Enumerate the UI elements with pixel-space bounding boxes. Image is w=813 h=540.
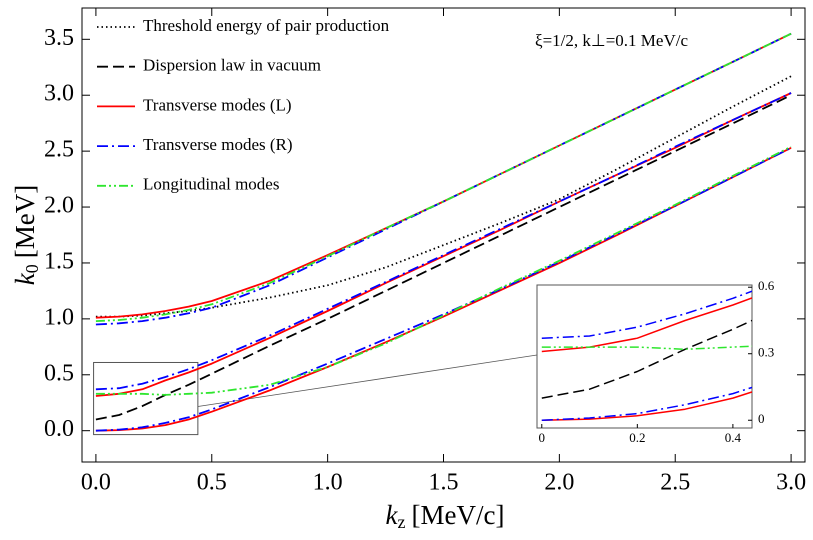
zoom-connector — [197, 354, 538, 407]
legend-label: Transverse modes (R) — [143, 135, 293, 154]
x-tick-label: 0.0 — [81, 470, 111, 496]
x-tick-label: 2.0 — [544, 470, 574, 496]
series-line — [95, 146, 792, 432]
x-axis-label: kz [MeV/c] — [386, 500, 505, 532]
series-line — [95, 145, 792, 396]
inset-x-tick-label: 0 — [539, 430, 546, 445]
plot-area — [95, 32, 792, 432]
legend-label: Longitudinal modes — [143, 175, 279, 194]
series-line — [95, 32, 792, 322]
inset-series-line — [541, 290, 752, 339]
y-label-sub: 0 — [22, 264, 42, 273]
inset-series-line — [542, 0, 813, 194]
inset-series-line — [541, 297, 752, 353]
inset-series-line — [542, 0, 813, 196]
annotation: ξ=1/2, k⊥=0.1 MeV/c — [535, 31, 688, 50]
y-axis-label: k0 [MeV] — [10, 185, 42, 285]
inset-series-line — [541, 391, 752, 421]
y-tick-label: 2.5 — [44, 137, 74, 163]
x-label-sub: z — [398, 512, 406, 532]
x-tick-label: 3.0 — [776, 470, 806, 496]
inset-frame — [536, 284, 753, 429]
y-label-unit: [MeV] — [10, 185, 40, 258]
inset-y-tick-label: 0.6 — [758, 278, 775, 293]
inset-series-line — [541, 386, 752, 421]
x-label-unit: [MeV/c] — [412, 500, 505, 530]
y-tick-label: 3.5 — [44, 25, 74, 51]
inset-x-tick-label: 0.4 — [725, 430, 742, 445]
legend-label: Dispersion law in vacuum — [143, 56, 321, 75]
inset-area — [541, 0, 813, 421]
legend-label: Threshold energy of pair production — [143, 16, 390, 35]
y-tick-label: 1.0 — [44, 304, 74, 330]
x-tick-label: 2.5 — [660, 470, 690, 496]
x-tick-label: 1.5 — [429, 470, 459, 496]
y-tick-label: 0.5 — [44, 360, 74, 386]
x-tick-label: 1.0 — [313, 470, 343, 496]
inset-y-tick-label: 0.3 — [758, 345, 774, 360]
y-tick-label: 1.5 — [44, 248, 74, 274]
x-tick-label: 0.5 — [197, 470, 227, 496]
zoom-box — [93, 361, 199, 436]
series-line — [95, 92, 792, 391]
inset-x-tick-label: 0.2 — [629, 430, 645, 445]
y-label-symbol: k — [10, 272, 40, 285]
y-tick-label: 0.0 — [44, 416, 74, 442]
y-tick-label: 2.0 — [44, 193, 74, 219]
y-tick-label: 3.0 — [44, 81, 74, 107]
legend-label: Transverse modes (L) — [143, 95, 292, 114]
inset-y-tick-label: 0 — [758, 411, 765, 426]
x-label-symbol: k — [386, 500, 399, 530]
